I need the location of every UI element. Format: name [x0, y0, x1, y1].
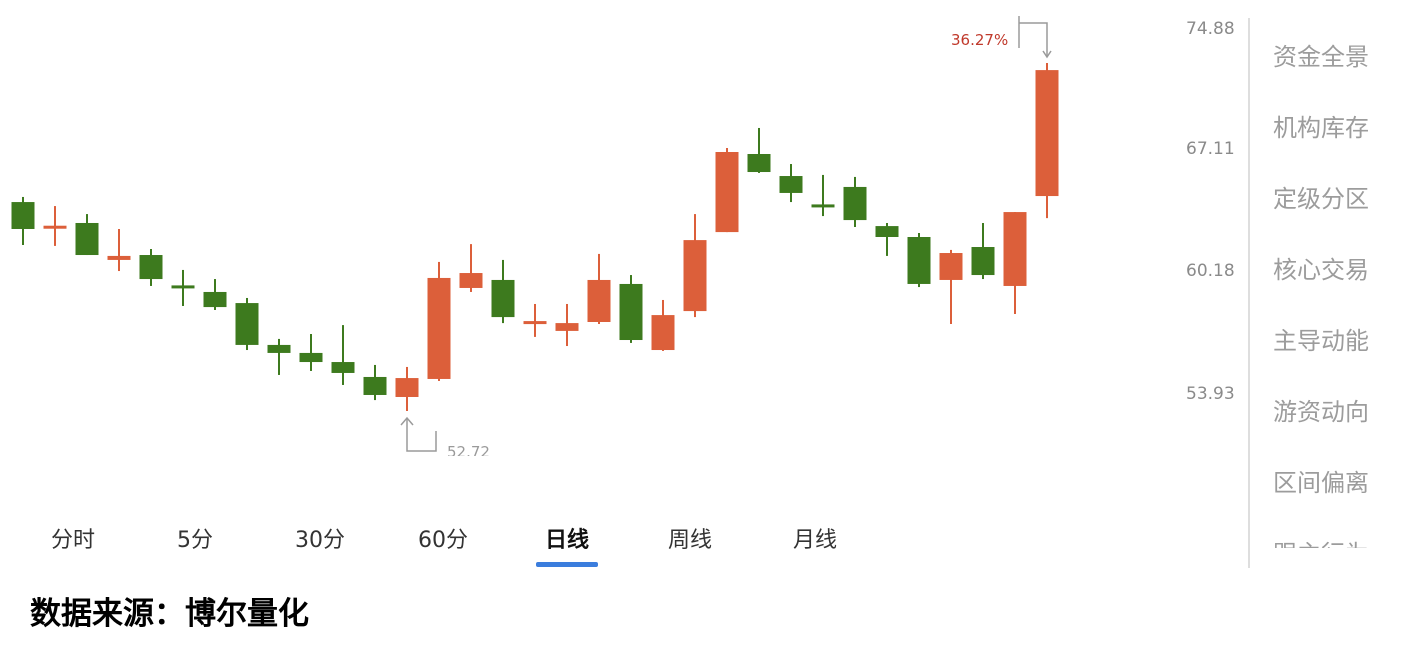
candle-body — [107, 255, 131, 260]
candle-body — [907, 237, 931, 284]
candle-body — [75, 222, 99, 256]
tab-daily[interactable]: 日线 — [544, 528, 590, 553]
candle-body — [331, 362, 355, 373]
low-marker-arrow-icon — [400, 416, 414, 426]
data-source-caption: 数据来源：博尔量化 — [30, 596, 309, 632]
tab-weekly[interactable]: 周线 — [667, 528, 713, 553]
candle-body — [811, 204, 835, 208]
candle-body — [1003, 212, 1027, 286]
menu-item-institution-inventory[interactable]: 机构库存 — [1273, 114, 1369, 142]
candle-body — [939, 253, 963, 280]
candle-body — [843, 186, 867, 221]
menu-item-hot-money[interactable]: 游资动向 — [1273, 398, 1369, 426]
high-marker-arrow-icon — [1042, 50, 1052, 59]
low-marker-line — [406, 418, 437, 452]
candle-body — [203, 291, 227, 308]
candle-body — [587, 279, 611, 322]
menu-item-capital-overview[interactable]: 资金全景 — [1273, 43, 1369, 71]
candle-body — [651, 315, 675, 351]
tab-monthly[interactable]: 月线 — [792, 528, 838, 553]
y-tick-label: 74.88 — [1186, 19, 1235, 39]
candle-body — [171, 285, 195, 289]
candle-body — [427, 277, 451, 379]
menu-item-partial[interactable]: 跟主行为 — [1273, 539, 1369, 548]
candlestick-chart[interactable]: 36.27% 52.72 — [0, 0, 1160, 456]
sidebar-divider — [1248, 18, 1250, 568]
candle-body — [779, 176, 803, 193]
tab-5min[interactable]: 5分 — [177, 528, 213, 553]
candle-body — [971, 247, 995, 276]
tab-intraday[interactable]: 分时 — [50, 528, 96, 553]
candle-body — [459, 273, 483, 288]
high-marker-line — [1019, 22, 1048, 57]
candle-body — [555, 323, 579, 331]
candle-body — [235, 303, 259, 345]
high-change-label: 36.27% — [951, 31, 1009, 49]
candle-body — [11, 202, 35, 229]
candle-body — [363, 376, 387, 395]
candle-body — [267, 344, 291, 353]
tab-30min[interactable]: 30分 — [295, 528, 345, 553]
low-value-label: 52.72 — [447, 443, 490, 456]
candle-body — [875, 226, 899, 237]
candle-body — [395, 378, 419, 397]
menu-item-range-deviation[interactable]: 区间偏离 — [1273, 469, 1369, 497]
candle-body — [715, 152, 739, 233]
candle-body — [299, 352, 323, 363]
tab-60min[interactable]: 60分 — [418, 528, 468, 553]
candle-body — [747, 154, 771, 173]
y-tick-label: 60.18 — [1186, 261, 1235, 281]
menu-item-rating-zone[interactable]: 定级分区 — [1273, 185, 1369, 213]
menu-item-core-trading[interactable]: 核心交易 — [1273, 256, 1369, 284]
candle-body — [1035, 70, 1059, 197]
y-tick-label: 67.11 — [1186, 139, 1235, 159]
candle-body — [139, 255, 163, 280]
candle-body — [491, 279, 515, 318]
candle-body — [683, 240, 707, 312]
y-tick-label: 53.93 — [1186, 384, 1235, 404]
candle-body — [43, 225, 67, 229]
candle-body — [523, 321, 547, 325]
indicator-menu[interactable]: 资金全景 机构库存 定级分区 核心交易 主导动能 游资动向 区间偏离 跟主行为 — [1262, 0, 1412, 548]
menu-item-leading-momentum[interactable]: 主导动能 — [1273, 327, 1369, 355]
candlestick-plot — [11, 16, 1059, 452]
active-tab-indicator — [536, 562, 598, 567]
candle-body — [619, 283, 643, 341]
